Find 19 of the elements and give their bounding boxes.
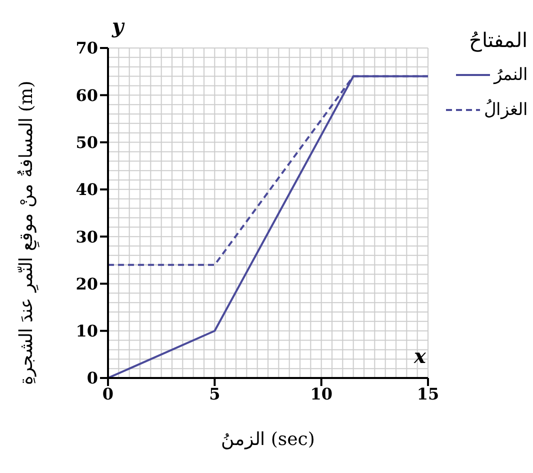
y-tick-label: 70 — [76, 38, 98, 58]
y-tick-label: 60 — [76, 86, 98, 105]
y-tick-label: 30 — [76, 227, 98, 246]
y-tick-label: 20 — [76, 274, 98, 294]
x-tick-label: 15 — [416, 384, 440, 404]
y-tick-label: 40 — [76, 180, 98, 200]
y-tick-label: 10 — [76, 322, 98, 341]
x-axis-title: الزمنُ (sec) — [220, 428, 316, 450]
y-tick-label: 0 — [86, 368, 98, 388]
x-tick-label: 5 — [209, 384, 220, 404]
legend-label: النمرُ — [494, 64, 528, 85]
annotation: x — [414, 344, 426, 368]
x-tick-label: 0 — [102, 384, 114, 404]
legend-title: المفتاحُ — [468, 28, 528, 52]
y-axis-title: المسافةُ منْ موقعِ النّمرِ عندَ الشجرةِ (m) — [15, 80, 38, 386]
legend-label: الغزالُ — [484, 99, 528, 120]
text: y — [112, 14, 124, 38]
x-tick-label: 10 — [310, 384, 332, 404]
y-tick-label: 50 — [76, 132, 98, 152]
